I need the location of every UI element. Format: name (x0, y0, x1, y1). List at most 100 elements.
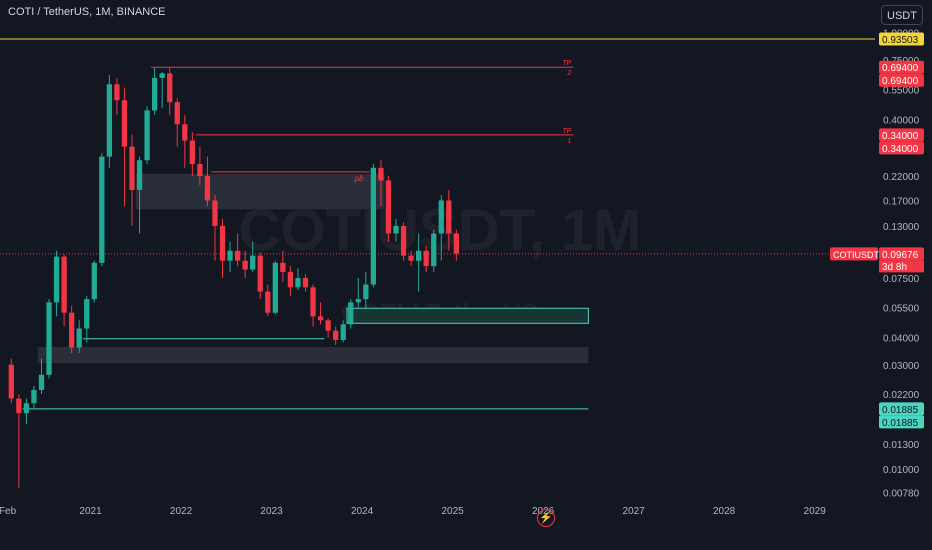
price-label-bg (879, 247, 924, 261)
candle-body (8, 364, 14, 399)
candle-body (151, 77, 158, 111)
candle-body (295, 278, 301, 288)
y-tick-label: 0.13000 (883, 222, 920, 233)
candle-body (400, 225, 407, 256)
countdown-bg (879, 260, 924, 273)
candle-body (265, 291, 271, 313)
candle-body (174, 102, 180, 125)
candle-body (197, 163, 203, 177)
candle-body (438, 200, 444, 234)
symbol-tag: COTIUSDT (833, 250, 880, 260)
x-tick-label: 2028 (713, 506, 736, 517)
price-label-bg (879, 415, 924, 429)
price-label-bg (879, 402, 924, 416)
x-tick-label: 2023 (260, 506, 283, 517)
candle-body (121, 100, 128, 147)
x-tick-label: 2024 (351, 506, 374, 517)
candle-body (317, 316, 324, 321)
level-tag-number: 2 (566, 70, 571, 77)
level-tag-tp: TP (562, 128, 571, 135)
candle-body (84, 299, 90, 329)
level-tag-tp: TP (562, 60, 571, 67)
candle-body (159, 73, 165, 78)
candle-body (91, 262, 97, 300)
price-label: 0.01885 (882, 418, 919, 429)
candle-body (219, 225, 226, 261)
price-label-bg (879, 32, 924, 46)
candle-body (136, 160, 143, 190)
candle-body (242, 260, 248, 270)
price-label-bg (879, 60, 924, 74)
candle-body (53, 256, 60, 303)
candle-body (280, 262, 286, 272)
candle-body (61, 256, 67, 313)
y-tick-label: 0.22000 (883, 172, 920, 183)
price-label: 0.34000 (882, 131, 919, 142)
candle-body (144, 110, 150, 161)
candle-body (310, 287, 316, 317)
symbol-tag-bg (830, 247, 878, 261)
candle-body (38, 374, 45, 390)
candle-body (257, 255, 263, 292)
candle-body (16, 398, 22, 414)
candle-body (325, 320, 331, 331)
candle-body (302, 278, 309, 288)
price-label: 0.69400 (882, 76, 919, 87)
candle-body (340, 324, 346, 340)
level-tag-pb: pb (354, 174, 364, 183)
countdown-label: 3d 8h (882, 262, 907, 273)
candle-body (106, 84, 113, 157)
price-label: 0.69400 (882, 63, 919, 74)
price-label-bg (879, 128, 924, 142)
candle-body (31, 389, 37, 404)
y-tick-label: 0.04000 (883, 334, 920, 345)
y-tick-label: 0.01000 (883, 465, 920, 476)
candle-body (385, 180, 392, 234)
candle-body (333, 330, 339, 340)
symbol-title: COTI / TetherUS, 1M, BINANCE (8, 6, 166, 18)
y-tick-label: 0.07500 (883, 274, 920, 285)
x-tick-label: 2022 (170, 506, 193, 517)
candle-body (76, 328, 82, 348)
currency-button[interactable]: USDT (881, 5, 923, 25)
price-label-bg (879, 141, 924, 155)
candle-body (46, 302, 52, 375)
candle-body (378, 167, 384, 181)
candle-body (287, 271, 294, 288)
candle-body (348, 302, 354, 325)
y-tick-label: 0.17000 (883, 196, 920, 207)
y-tick-label: 0.55000 (883, 85, 920, 96)
candle-body (408, 255, 414, 261)
candle-body (234, 250, 241, 261)
candle-body (23, 403, 30, 414)
candle-body (431, 233, 437, 267)
candle-body (393, 225, 399, 234)
x-tick-label: 2027 (622, 506, 645, 517)
y-tick-label: 0.02200 (883, 390, 920, 401)
lightning-bolt-icon[interactable]: ⚡ (537, 509, 555, 527)
candle-body (272, 262, 278, 313)
level-tag-number: 1 (567, 138, 571, 145)
candle-body (212, 200, 218, 226)
y-tick-label: 0.03000 (883, 361, 920, 372)
y-tick-label: 0.40000 (883, 115, 920, 126)
price-label: 0.34000 (882, 144, 919, 155)
y-tick-label: 0.05500 (883, 303, 920, 314)
candle-body (250, 255, 256, 270)
x-tick-label: 2021 (79, 506, 102, 517)
candle-body (204, 176, 211, 201)
price-label: 0.01885 (882, 405, 919, 416)
x-tick-label: Feb (0, 506, 17, 517)
candle-body (355, 299, 361, 303)
zone-box (135, 173, 385, 210)
candle-body (227, 250, 233, 261)
candle-body (423, 250, 429, 267)
price-label: 0.09676 (882, 250, 919, 261)
y-tick-label: 0.00780 (883, 488, 920, 499)
candle-body (99, 156, 105, 263)
price-label: 0.93503 (882, 35, 919, 46)
zone-box (346, 307, 589, 324)
candle-body (370, 167, 377, 285)
candle-body (69, 312, 75, 348)
